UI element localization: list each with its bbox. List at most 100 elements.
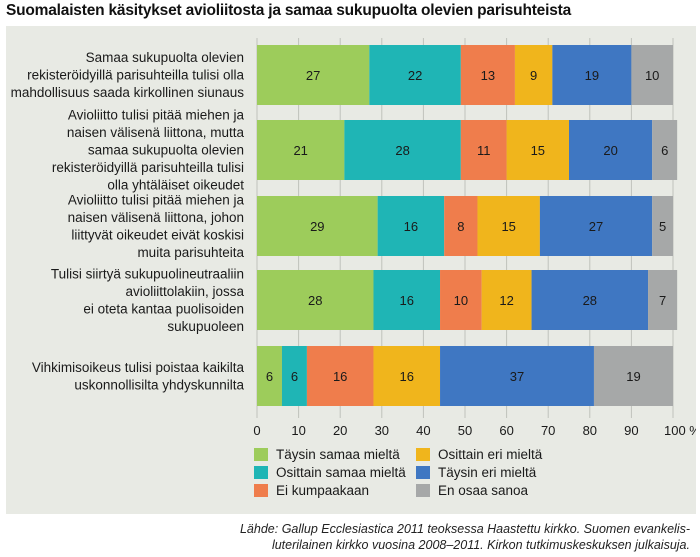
- category-label-line: sukupuoleen: [167, 319, 244, 334]
- category-label-line: naisen välisenä liittona, johon: [68, 210, 244, 225]
- bar-5-series-4: [373, 346, 441, 406]
- category-label-line: naisen välisenä liittona, mutta: [67, 125, 245, 140]
- category-label-line: muita parisuhteita: [137, 245, 244, 260]
- legend-label-6: En osaa sanoa: [438, 483, 529, 498]
- x-tick-label: 10: [291, 423, 305, 438]
- x-tick-label: 80: [583, 423, 597, 438]
- bar-1-series-3: [460, 45, 515, 105]
- category-label-line: Vihkimisoikeus tulisi poistaa kaikilta: [32, 360, 245, 375]
- category-label-line: Samaa sukupuolta olevien: [86, 50, 244, 65]
- bar-value-label: 9: [530, 68, 537, 83]
- bar-4-series-1: [257, 270, 374, 330]
- bar-value-label: 15: [531, 143, 545, 158]
- category-label-line: samaa sukupuolta olevien: [88, 143, 244, 158]
- bar-value-label: 28: [308, 293, 322, 308]
- x-tick-label: 70: [541, 423, 555, 438]
- category-label-4: Tulisi siirtyä sukupuolineutraaliin aviol…: [51, 266, 245, 334]
- bar-3-series-5: [539, 196, 653, 256]
- category-label-1: Samaa sukupuolta olevien rekisteröidyillä…: [11, 50, 245, 100]
- bar-2-series-6: [652, 120, 678, 180]
- bar-value-label: 37: [510, 369, 524, 384]
- bar-value-label: 22: [408, 68, 422, 83]
- bar-4-series-3: [440, 270, 482, 330]
- stacked-bar-chart: 27 22 13 9 19 10 Samaa sukupuolta olevien rekis…: [11, 38, 700, 498]
- bar-3-series-6: [652, 196, 673, 256]
- bar-value-label: 16: [400, 369, 414, 384]
- legend-label-5: Täysin eri mieltä: [438, 465, 537, 480]
- bar-3-series-4: [477, 196, 540, 256]
- bar-1-series-2: [369, 45, 461, 105]
- legend-label-2: Osittain samaa mieltä: [276, 465, 406, 480]
- bar-value-label: 11: [477, 143, 491, 158]
- bar-1-series-6: [631, 45, 673, 105]
- bar-value-label: 29: [310, 219, 324, 234]
- x-tick-label: 90: [624, 423, 638, 438]
- legend-swatch-6: [416, 484, 430, 497]
- bar-4-series-5: [531, 270, 649, 330]
- category-label-line: mahdollisuus saada kirkollinen siunaus: [11, 85, 245, 100]
- bar-2-series-1: [257, 120, 345, 180]
- category-label-line: Avioliitto tulisi pitää miehen ja: [68, 192, 245, 207]
- bar-5-series-2: [281, 346, 307, 406]
- bar-value-label: 28: [395, 143, 409, 158]
- category-label-line: olla yhtäläiset oikeudet: [107, 178, 244, 193]
- bar-value-label: 15: [501, 219, 515, 234]
- legend-swatch-1: [254, 448, 268, 461]
- bar-value-label: 5: [659, 219, 666, 234]
- bar-4-series-6: [648, 270, 678, 330]
- x-tick-label: 40: [416, 423, 430, 438]
- bar-5-series-5: [440, 346, 594, 406]
- category-label-line: avioliittolakiin, jossa: [125, 284, 244, 299]
- bar-2-series-5: [569, 120, 653, 180]
- bar-value-label: 13: [481, 68, 495, 83]
- bar-value-label: 28: [583, 293, 597, 308]
- bar-4-series-4: [481, 270, 532, 330]
- legend-label-4: Osittain eri mieltä: [438, 447, 543, 462]
- legend-swatch-5: [416, 466, 430, 479]
- bar-1-series-1: [257, 45, 370, 105]
- bar-value-label: 27: [589, 219, 603, 234]
- x-tick-label: 50: [458, 423, 472, 438]
- bar-3-series-1: [257, 196, 378, 256]
- bar-value-label: 7: [659, 293, 666, 308]
- bar-2-series-3: [460, 120, 507, 180]
- category-label-line: rekisteröidyillä parisuhteilla tulisi ol…: [27, 68, 244, 83]
- bar-value-label: 6: [661, 143, 668, 158]
- x-tick-label: 100 %: [664, 423, 696, 438]
- category-label-line: liittyvät oikeudet eivät koskisi: [71, 227, 244, 242]
- chart-title: Suomalaisten käsitykset avioliitosta ja …: [6, 2, 572, 19]
- bar-1-series-4: [514, 45, 553, 105]
- x-tick-label: 0: [253, 423, 260, 438]
- bar-value-label: 27: [306, 68, 320, 83]
- category-label-line: ei oteta kantaa puolisoiden: [83, 301, 244, 316]
- bar-2-series-4: [506, 120, 569, 180]
- bar-2-series-2: [344, 120, 461, 180]
- category-label-line: Avioliitto tulisi pitää miehen ja: [68, 108, 245, 123]
- legend-swatch-4: [416, 448, 430, 461]
- bar-3-series-2: [377, 196, 445, 256]
- bar-5-series-6: [593, 346, 673, 406]
- bar-value-label: 16: [404, 219, 418, 234]
- bar-value-label: 8: [457, 219, 464, 234]
- category-label-line: Tulisi siirtyä sukupuolineutraaliin: [51, 266, 244, 281]
- bar-5-series-3: [306, 346, 374, 406]
- x-tick-label: 20: [333, 423, 347, 438]
- category-label-5: Vihkimisoikeus tulisi poistaa kaikilta us…: [32, 360, 245, 393]
- chart-panel: 27 22 13 9 19 10 Samaa sukupuolta olevien rekis…: [6, 26, 700, 514]
- bar-value-label: 6: [266, 369, 273, 384]
- x-tick-label: 60: [499, 423, 513, 438]
- source-line-2: luterilainen kirkko vuosina 2008–2011. K…: [271, 538, 690, 552]
- bar-value-label: 16: [333, 369, 347, 384]
- category-label-line: rekisteröidyillä parisuhteilla tulisi: [52, 160, 244, 175]
- bar-value-label: 10: [645, 68, 659, 83]
- category-label-line: uskonnollisilta yhdyskunnilta: [74, 377, 244, 392]
- source-line-1: Lähde: Gallup Ecclesiastica 2011 teokses…: [239, 522, 690, 536]
- bar-3-series-3: [444, 196, 478, 256]
- legend-swatch-2: [254, 466, 268, 479]
- bar-value-label: 19: [585, 68, 599, 83]
- bar-4-series-2: [373, 270, 441, 330]
- category-label-2: Avioliitto tulisi pitää miehen ja naisen …: [52, 108, 245, 193]
- legend-label-3: Ei kumpaakaan: [276, 483, 369, 498]
- bar-value-label: 20: [603, 143, 617, 158]
- bar-value-label: 21: [293, 143, 307, 158]
